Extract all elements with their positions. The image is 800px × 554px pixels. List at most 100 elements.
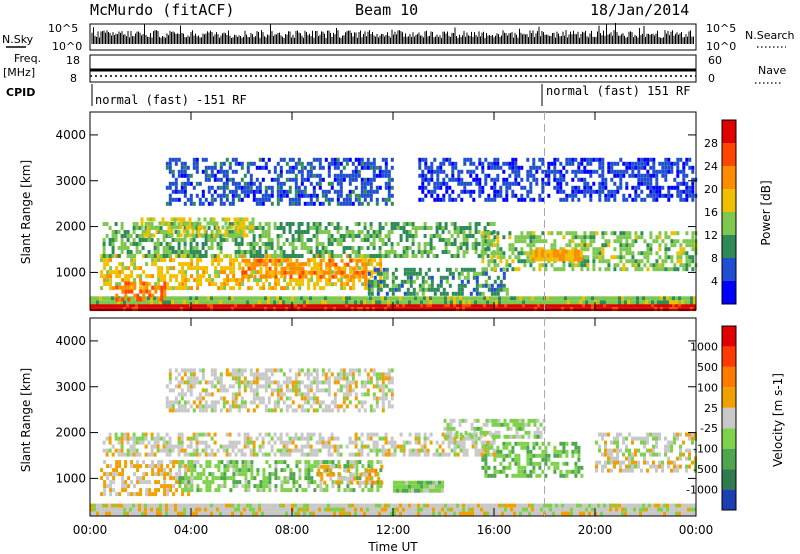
heatmap-cell (433, 185, 437, 190)
heatmap-cell (465, 246, 469, 250)
heatmap-cell (204, 254, 208, 258)
heatmap-cell (100, 270, 104, 275)
heatmap-cell (600, 503, 603, 508)
heatmap-cell (213, 173, 217, 178)
heatmap-cell (684, 296, 687, 301)
heatmap-cell (183, 503, 186, 508)
heatmap-cell (649, 181, 653, 186)
heatmap-cell (324, 157, 328, 162)
heatmap-cell (151, 258, 155, 263)
heatmap-cell (108, 238, 112, 242)
heatmap-cell (541, 247, 545, 252)
heatmap-cell (408, 511, 411, 516)
heatmap-cell (585, 307, 588, 312)
heatmap-cell (391, 287, 395, 292)
heatmap-cell (427, 177, 431, 182)
heatmap-cell (453, 254, 457, 258)
heatmap-cell (147, 300, 150, 305)
heatmap-cell (441, 238, 445, 242)
heatmap-cell (690, 507, 693, 512)
heatmap-cell (496, 239, 500, 244)
heatmap-cell (598, 259, 602, 264)
heatmap-cell (681, 296, 684, 301)
heatmap-cell (159, 503, 162, 508)
heatmap-cell (171, 246, 175, 250)
heatmap-cell (619, 169, 623, 174)
heatmap-cell (676, 259, 680, 264)
heatmap-cell (613, 173, 617, 178)
heatmap-cell (321, 250, 325, 254)
heatmap-cell (442, 197, 446, 202)
heatmap-cell (607, 189, 611, 194)
heatmap-cell (577, 165, 581, 170)
heatmap-cell (243, 250, 247, 254)
heatmap-cell (537, 253, 541, 258)
heatmap-cell (277, 258, 281, 263)
heatmap-cell (277, 262, 281, 267)
heatmap-cell (109, 480, 113, 485)
heatmap-cell (285, 222, 289, 226)
heatmap-cell (493, 157, 497, 162)
heatmap-cell (417, 307, 420, 312)
heatmap-cell (195, 193, 199, 198)
heatmap-cell (651, 300, 654, 305)
heatmap-cell (648, 307, 651, 312)
heatmap-cell (295, 282, 299, 287)
heatmap-cell (418, 165, 422, 170)
heatmap-cell (348, 197, 352, 202)
heatmap-cell (457, 173, 461, 178)
heatmap-cell (435, 303, 438, 308)
heatmap-cell (481, 169, 485, 174)
heatmap-cell (159, 226, 163, 230)
heatmap-cell (240, 300, 243, 305)
heatmap-cell (232, 262, 236, 267)
heatmap-cell (691, 255, 695, 260)
heatmap-cell (303, 303, 306, 308)
heatmap-cell (135, 507, 138, 512)
heatmap-cell (291, 157, 295, 162)
heatmap-cell (588, 300, 591, 305)
heatmap-cell (268, 282, 272, 287)
heatmap-cell (282, 193, 286, 198)
heatmap-cell (373, 267, 377, 272)
heatmap-cell (230, 225, 234, 230)
heatmap-cell (142, 254, 146, 259)
heatmap-cell (159, 300, 162, 305)
heatmap-cell (258, 300, 261, 305)
heatmap-cell (381, 296, 384, 301)
heatmap-cell (553, 243, 557, 248)
heatmap-cell (147, 254, 151, 258)
heatmap-cell (387, 300, 390, 305)
heatmap-cell (183, 250, 187, 254)
heatmap-cell (126, 238, 130, 242)
heatmap-cell (418, 161, 422, 166)
heatmap-cell (99, 503, 102, 508)
colorbar-tick-label: 28 (704, 137, 718, 150)
heatmap-cell (589, 169, 593, 174)
heatmap-cell (396, 254, 400, 258)
heatmap-cell (152, 233, 156, 238)
heatmap-cell (372, 173, 376, 178)
heatmap-cell (103, 492, 107, 497)
heatmap-cell (561, 307, 564, 312)
heatmap-cell (327, 165, 331, 170)
heatmap-cell (190, 266, 194, 271)
heatmap-cell (294, 238, 298, 242)
heatmap-cell (556, 177, 560, 182)
heatmap-cell (121, 297, 125, 302)
heatmap-cell (231, 503, 234, 508)
heatmap-cell (273, 300, 276, 305)
heatmap-cell (565, 231, 569, 236)
heatmap-cell (288, 511, 291, 516)
heatmap-cell (163, 281, 167, 286)
heatmap-cell (245, 225, 249, 230)
heatmap-cell (516, 296, 519, 301)
heatmap-cell (534, 303, 537, 308)
heatmap-cell (559, 189, 563, 194)
heatmap-cell (433, 169, 437, 174)
heatmap-cell (126, 307, 129, 312)
heatmap-cell (126, 507, 129, 512)
heatmap-cell (474, 296, 477, 301)
heatmap-cell (652, 239, 656, 244)
heatmap-cell (669, 300, 672, 305)
